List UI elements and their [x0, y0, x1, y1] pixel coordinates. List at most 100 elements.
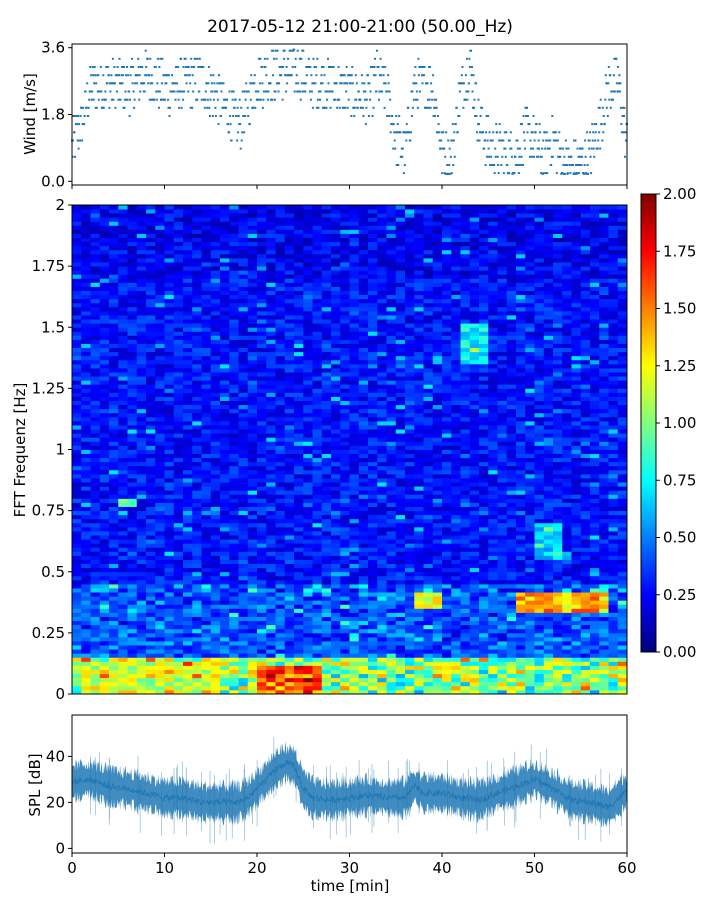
spectrogram-cell [118, 510, 128, 516]
spectrogram-cell [432, 604, 443, 609]
spectrogram-cell [479, 645, 489, 650]
spectrogram-cell [173, 571, 184, 577]
spectrogram-cell [432, 685, 443, 691]
spectrogram-cell [451, 571, 461, 577]
spectrogram-cell [386, 518, 397, 524]
spectrogram-cell [414, 494, 424, 499]
wind-point [245, 82, 248, 85]
spectrogram-cell [183, 657, 193, 662]
spectrogram-cell [303, 596, 313, 601]
spectrogram-cell [580, 665, 591, 670]
spectrogram-cell [423, 661, 434, 666]
spectrogram-cell [506, 559, 517, 564]
spectrogram-cell [81, 583, 91, 589]
wind-point [617, 82, 620, 85]
spectrogram-cell [368, 620, 378, 626]
spectrogram-cell [377, 571, 387, 577]
spectrogram-cell [534, 526, 545, 532]
spectrogram-cell [506, 665, 517, 670]
spectrogram-cell [90, 673, 101, 679]
spectrogram-cell [340, 641, 350, 646]
spectrogram-cell [571, 473, 582, 479]
spectrogram-cell [377, 645, 387, 650]
spectrogram-cell [608, 461, 619, 467]
spectrogram-cell [497, 620, 508, 626]
wind-point [407, 106, 410, 109]
spectrogram-cell [201, 490, 212, 495]
spectrogram-cell [81, 494, 91, 499]
wind-point [276, 49, 279, 52]
spectrogram-cell [312, 429, 323, 434]
spectrogram-cell [303, 457, 313, 463]
spectrogram-cell [303, 624, 313, 630]
spectrogram-cell [99, 612, 110, 617]
spectrogram-cell [358, 526, 369, 532]
wind-point [163, 98, 166, 101]
spectrogram-cell [340, 665, 350, 670]
spectrogram-cell [331, 600, 341, 605]
spectrogram-cell [525, 588, 535, 593]
spectrogram-cell [488, 604, 498, 609]
spectrogram-cell [90, 453, 101, 459]
spectrogram-cell [229, 433, 239, 438]
spectrogram-cell [164, 645, 175, 650]
spectrogram-cell [553, 661, 563, 666]
spectrogram-cell [460, 567, 471, 573]
wind-point [315, 74, 318, 77]
spectrogram-cell [432, 522, 443, 528]
spectrogram-cell [386, 461, 397, 467]
spectrogram-cell [284, 673, 295, 679]
spectrogram-cell [377, 596, 387, 601]
wind-ytick-label: 3.6 [41, 39, 65, 57]
spectrogram-cell [553, 445, 563, 450]
spectrogram-cell [617, 673, 628, 679]
wind-point [187, 66, 190, 68]
wind-point [353, 115, 356, 117]
spectrogram-cell [238, 596, 249, 601]
spectrogram-cell [469, 506, 480, 512]
spectrogram-cell [543, 502, 554, 507]
spectrogram-cell [266, 575, 276, 581]
spectrogram-cell [99, 592, 110, 597]
wind-point [554, 131, 557, 134]
spectrogram-cell [275, 433, 286, 438]
spectrogram-cell [386, 469, 397, 475]
spectrogram-cell [368, 531, 378, 536]
spectrogram-cell [608, 604, 619, 609]
spectrogram-cell [210, 506, 221, 512]
spectrogram-cell [238, 547, 249, 552]
spectrogram-cell [617, 461, 628, 467]
spectrogram-cell [146, 583, 156, 589]
wind-point [72, 115, 75, 117]
wind-point [513, 172, 516, 175]
wind-point [441, 172, 444, 175]
spectrogram-cell [516, 632, 526, 638]
wind-point [591, 139, 594, 142]
spectrogram-cell [312, 681, 323, 687]
spectrogram-cell [266, 465, 276, 471]
spectrogram-cell [247, 608, 258, 613]
spectrogram-cell [155, 608, 165, 613]
spectrogram-cell [321, 539, 332, 544]
spectrogram-cell [99, 669, 110, 675]
spectrogram-cell [340, 486, 350, 491]
wind-point [421, 74, 423, 77]
spectrogram-cell [173, 535, 184, 540]
spectrogram-cell [118, 531, 128, 536]
spectrogram-cell [90, 608, 101, 613]
spectrogram-cell [562, 661, 572, 666]
spectrogram-cell [303, 604, 313, 609]
spectrogram-cell [303, 636, 313, 642]
spectrogram-cell [275, 482, 286, 487]
spectrogram-cell [81, 612, 91, 617]
wind-point [461, 66, 464, 68]
spectrogram-cell [229, 473, 239, 479]
spectrogram-cell [183, 555, 193, 560]
wind-point [203, 106, 206, 109]
spectrogram-cell [414, 510, 424, 516]
spectrogram-cell [386, 482, 397, 487]
spectrogram-cell [358, 575, 369, 581]
wind-point [208, 115, 211, 117]
spectrogram-cell [516, 571, 526, 577]
spectrogram-cell [469, 596, 480, 601]
